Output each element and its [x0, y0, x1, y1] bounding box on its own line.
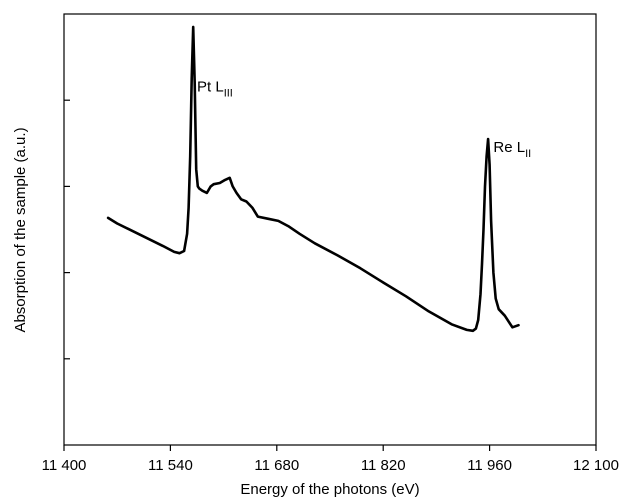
x-tick-label-2: 11 680	[254, 457, 299, 474]
x-tick-labels: 11 400 11 540 11 680 11 820 11 960 12 100	[42, 457, 619, 474]
re-label-sub: II	[525, 148, 531, 160]
re-lii-label: Re LII	[493, 139, 531, 160]
pt-label-sub: III	[224, 88, 233, 100]
y-ticks	[64, 99, 70, 360]
x-tick-label-0: 11 400	[42, 457, 87, 474]
re-label-main: Re L	[493, 139, 525, 156]
pt-label-main: Pt L	[197, 79, 224, 96]
x-tick-label-4: 11 960	[467, 457, 512, 474]
x-ticks	[63, 445, 597, 451]
pt-liii-label: Pt LIII	[197, 79, 233, 100]
y-axis-title: Absorption of the sample (a.u.)	[12, 127, 29, 332]
x-tick-label-5: 12 100	[573, 457, 619, 474]
x-tick-label-1: 11 540	[148, 457, 193, 474]
absorption-curve	[106, 25, 520, 333]
x-tick-label-3: 11 820	[361, 457, 406, 474]
plot-frame	[63, 13, 597, 446]
x-axis-title: Energy of the photons (eV)	[240, 481, 419, 498]
